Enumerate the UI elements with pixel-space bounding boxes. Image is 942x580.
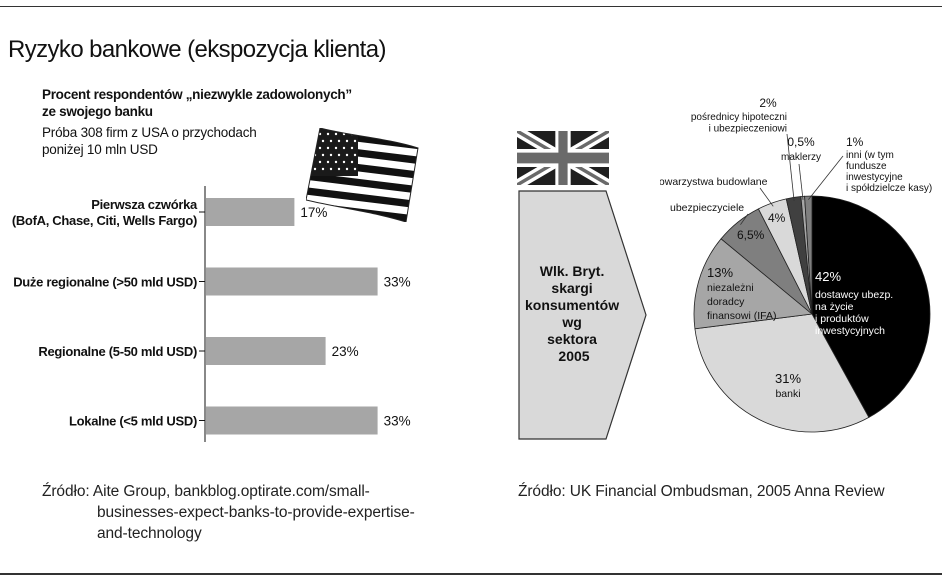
bar-4 bbox=[206, 406, 378, 435]
bar-chart-source-line-1: Źródło: Aite Group, bankblog.optirate.co… bbox=[42, 483, 370, 500]
bar-category-label: (BofA, Chase, Citi, Wells Fargo) bbox=[12, 213, 197, 228]
bar-chart-source-line-3: and-technology bbox=[97, 525, 202, 542]
bottom-rule bbox=[0, 573, 942, 575]
pie-slice-label: towarzystwa budowlane bbox=[660, 176, 768, 188]
flag-star bbox=[321, 139, 325, 143]
uk-complaints-arrow: Wlk. Bryt. skargi konsumentów wg sektora… bbox=[518, 190, 647, 440]
flag-star bbox=[329, 153, 333, 157]
arrow-label-line-2: skargi bbox=[551, 280, 592, 296]
flag-star bbox=[334, 146, 338, 150]
pie-slice-label: maklerzy bbox=[781, 152, 821, 163]
pie-chart-source: Źródło: UK Financial Ombudsman, 2005 Ann… bbox=[518, 483, 885, 500]
flag-star bbox=[337, 139, 341, 143]
bar-chart: 17% Pierwsza czwórka(BofA, Chase, Citi, W… bbox=[12, 186, 411, 442]
pie-pct-label: 13% bbox=[707, 265, 733, 280]
arrow-label-line-5: sektora bbox=[547, 331, 597, 347]
pie-pct-label: 42% bbox=[815, 269, 841, 284]
flag-star bbox=[337, 167, 341, 171]
flag-star bbox=[313, 139, 317, 143]
flag-star bbox=[350, 146, 354, 150]
flag-star bbox=[318, 160, 322, 164]
flag-star bbox=[345, 167, 349, 171]
pie-slice-1 bbox=[811, 195, 931, 418]
pie-slice-2 bbox=[694, 313, 870, 433]
arrow-label-line-6: 2005 bbox=[558, 348, 589, 364]
bar-chart-source: Źródło: Aite Group, bankblog.optirate.co… bbox=[42, 481, 415, 544]
pie-slice-label: ubezpieczyciele bbox=[670, 202, 744, 214]
flag-star bbox=[345, 153, 349, 157]
arrow-label: Wlk. Bryt. skargi konsumentów wg sektora… bbox=[525, 263, 623, 364]
pie-slice-label: dostawcy ubezp. na życie i produktów inwest… bbox=[815, 289, 893, 337]
flag-stripe bbox=[306, 172, 418, 194]
flag-star bbox=[321, 167, 325, 171]
flag-star bbox=[334, 132, 338, 136]
pie-pct-label: 4% bbox=[768, 211, 786, 225]
arrow-label-line-1: Wlk. Bryt. bbox=[540, 263, 605, 279]
pie-leader-line bbox=[798, 163, 804, 200]
bar-2 bbox=[206, 267, 378, 296]
flag-star bbox=[329, 167, 333, 171]
bar-1 bbox=[206, 198, 295, 226]
bar-category-label: Duże regionalne (>50 mld USD) bbox=[13, 275, 197, 290]
pie-pct-label: 1% bbox=[846, 135, 864, 149]
bar-value-label: 23% bbox=[332, 344, 359, 359]
pie-leader-line bbox=[786, 133, 795, 201]
uk-flag-icon bbox=[517, 131, 609, 185]
flag-star bbox=[342, 160, 346, 164]
flag-star bbox=[326, 160, 330, 164]
flag-star bbox=[337, 153, 341, 157]
bar-category-label: Pierwsza czwórka bbox=[91, 197, 198, 212]
flag-star bbox=[353, 139, 357, 143]
flag-star bbox=[342, 146, 346, 150]
bar-value-label: 17% bbox=[300, 205, 327, 220]
bar-chart-sample-line-1: Próba 308 firm z USA o przychodach bbox=[42, 125, 257, 140]
pie-pct-label: 31% bbox=[775, 371, 801, 386]
flag-star bbox=[326, 146, 330, 150]
flag-star bbox=[334, 160, 338, 164]
arrow-shape bbox=[518, 190, 647, 440]
flag-star bbox=[345, 139, 349, 143]
pie-leader-line bbox=[759, 187, 774, 207]
pie-leader-line bbox=[740, 213, 749, 225]
flag-stripe bbox=[306, 187, 418, 209]
flag-star bbox=[313, 167, 317, 171]
pie-pct-label: 0,5% bbox=[787, 135, 815, 149]
pie-leader-line bbox=[808, 155, 844, 200]
us-flag-icon bbox=[306, 128, 419, 222]
flag-star bbox=[310, 146, 314, 150]
top-rule bbox=[0, 6, 942, 7]
flag-star bbox=[310, 132, 314, 136]
flag-star bbox=[329, 139, 333, 143]
pie-slice-label: inni (w tym fundusze inwestycyjne i spółdzi… bbox=[846, 150, 932, 194]
bar-chart-source-line-2: businesses-expect-banks-to-provide-exper… bbox=[97, 504, 415, 521]
pie-pct-label: 2% bbox=[759, 96, 777, 110]
pie-chart: 42% dostawcy ubezp. na życie i produktów inw… bbox=[660, 96, 932, 433]
bar-chart-subtitle-line-2: ze swojego banku bbox=[42, 104, 153, 119]
arrow-label-line-4: wg bbox=[561, 314, 581, 330]
pie-slice-3 bbox=[693, 238, 813, 330]
bar-value-label: 33% bbox=[384, 275, 411, 290]
bar-category-label: Lokalne (<5 mld USD) bbox=[69, 414, 197, 429]
bar-chart-sample-line-2: poniżej 10 mln USD bbox=[42, 142, 158, 157]
bar-3 bbox=[206, 337, 326, 365]
flag-star bbox=[321, 153, 325, 157]
flag-star bbox=[350, 160, 354, 164]
bar-category-label: Regionalne (5-50 mld USD) bbox=[38, 344, 197, 359]
pie-slice-label: banki bbox=[775, 388, 800, 400]
pie-slice-label: niezależni doradcy finansowi (IFA) bbox=[707, 282, 776, 322]
bar-value-label: 33% bbox=[384, 414, 411, 429]
pie-pct-label: 6,5% bbox=[737, 228, 765, 242]
pie-slice-8 bbox=[804, 195, 813, 315]
flag-star bbox=[318, 146, 322, 150]
flag-star bbox=[353, 167, 357, 171]
page-title: Ryzyko bankowe (ekspozycja klienta) bbox=[8, 36, 386, 63]
flag-star bbox=[326, 132, 330, 136]
flag-star bbox=[353, 153, 357, 157]
bar-chart-subtitle-line-1: Procent respondentów „niezwykle zadowolo… bbox=[42, 87, 352, 102]
pie-slice-label: pośrednicy hipoteczni i ubezpieczeniowi bbox=[691, 112, 787, 135]
arrow-label-line-3: konsumentów bbox=[525, 297, 619, 313]
